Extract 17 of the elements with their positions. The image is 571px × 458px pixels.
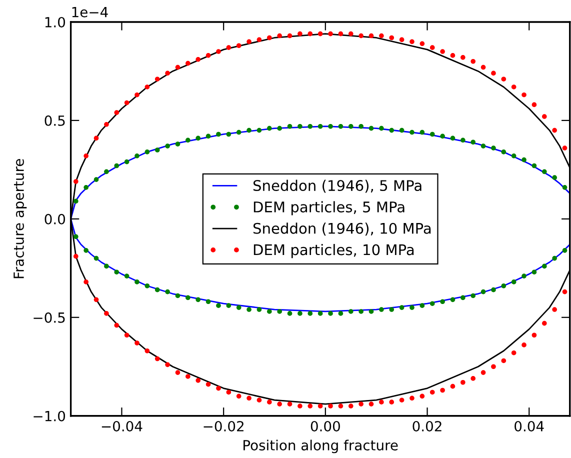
legend-label: DEM particles, 5 MPa [254, 201, 404, 216]
x-tick-label: 0.04 [514, 420, 544, 432]
x-tick-label: −0.04 [102, 420, 142, 432]
x-tick-label: −0.02 [204, 420, 244, 432]
y-tick-label: −1.0 [34, 410, 66, 422]
legend-label: DEM particles, 10 MPa [254, 244, 414, 258]
legend-label: Sneddon (1946), 5 MPa [253, 180, 422, 193]
x-axis-title: Position along fracture [244, 440, 398, 454]
y-tick-label: 1.0 [45, 16, 66, 28]
legend-label: Sneddon (1946), 10 MPa [253, 222, 431, 236]
y-tick-label: 0.0 [44, 214, 66, 224]
x-tick-label: 0.00 [310, 420, 340, 432]
x-tick-label: 0.02 [412, 420, 442, 432]
y-tick-label: 0.5 [44, 115, 65, 126]
y-axis-title: Fracture aperture [14, 159, 27, 278]
text: 1e−4 [72, 7, 108, 18]
y-tick-label: −0.5 [34, 312, 65, 323]
